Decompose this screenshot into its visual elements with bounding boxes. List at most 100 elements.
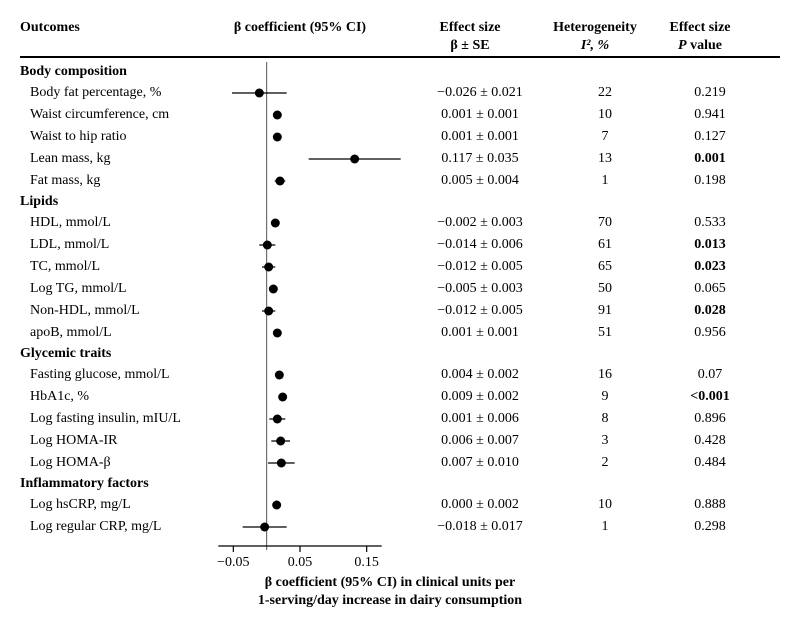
effect-size-value: 0.117 ± 0.035 [410,151,550,167]
section-title: Glycemic traits [20,344,780,364]
p-value: 0.065 [660,281,760,297]
table-row: Log hsCRP, mg/L0.000 ± 0.002100.888 [20,494,780,516]
forest-plot-cell [210,256,410,278]
forest-plot-cell [210,170,410,192]
outcome-label: Non-HDL, mmol/L [20,303,210,319]
heterogeneity-value: 61 [550,237,660,253]
table-row: TC, mmol/L −0.012 ± 0.005650.023 [20,256,780,278]
table-row: Waist to hip ratio0.001 ± 0.00170.127 [20,126,780,148]
effect-size-value: 0.006 ± 0.007 [410,433,550,449]
table-row: Lean mass, kg0.117 ± 0.035130.001 [20,148,780,170]
p-value: 0.484 [660,455,760,471]
outcome-label: HDL, mmol/L [20,215,210,231]
table-row: Non-HDL, mmol/L−0.012 ± 0.005910.028 [20,300,780,322]
table-row: LDL, mmol/L−0.014 ± 0.006610.013 [20,234,780,256]
forest-plot-cell [210,430,410,452]
effect-size-value: 0.007 ± 0.010 [410,455,550,471]
p-value: 0.198 [660,173,760,189]
p-value: 0.07 [660,367,760,383]
outcome-label: Body fat percentage, % [20,85,210,101]
outcome-label: LDL, mmol/L [20,237,210,253]
outcome-label: Fasting glucose, mmol/L [20,367,210,383]
heterogeneity-value: 13 [550,151,660,167]
table-row: Waist circumference, cm0.001 ± 0.001100.… [20,104,780,126]
heterogeneity-value: 1 [550,173,660,189]
table-row: Body fat percentage, %−0.026 ± 0.021220.… [20,82,780,104]
outcome-label: Log regular CRP, mg/L [20,519,210,535]
effect-size-value: −0.002 ± 0.003 [410,215,550,231]
table-row: HbA1c, %0.009 ± 0.0029<0.001 [20,386,780,408]
forest-plot-cell [210,322,410,344]
header-p-top: Effect size [650,20,750,36]
effect-size-value: 0.001 ± 0.001 [410,325,550,341]
x-axis-label: β coefficient (95% CI) in clinical units… [200,574,580,610]
outcome-label: Waist circumference, cm [20,107,210,123]
outcome-label: Fat mass, kg [20,173,210,189]
forest-plot-cell [210,126,410,148]
outcome-label: Log HOMA-β [20,455,210,471]
table-row: Fat mass, kg 0.005 ± 0.00410.198 [20,170,780,192]
heterogeneity-value: 70 [550,215,660,231]
heterogeneity-value: 22 [550,85,660,101]
section-title: Inflammatory factors [20,474,780,494]
forest-plot-cell [210,234,410,256]
forest-plot-cell [210,494,410,516]
header-het-top: Heterogeneity [540,20,650,36]
table-row: Log HOMA-β0.007 ± 0.01020.484 [20,452,780,474]
effect-size-value: 0.009 ± 0.002 [410,389,550,405]
forest-plot-cell [210,82,410,104]
section-title: Body composition [20,62,780,82]
table-row: Log fasting insulin, mIU/L0.001 ± 0.0068… [20,408,780,430]
table-row: apoB, mmol/L0.001 ± 0.001510.956 [20,322,780,344]
p-value: 0.013 [660,237,760,253]
forest-plot-cell [210,516,410,538]
forest-plot-table: Outcomes β coefficient (95% CI) Effect s… [20,20,780,610]
table-row: Log TG, mmol/L−0.005 ± 0.003500.065 [20,278,780,300]
header-effect-top: Effect size [400,20,540,36]
forest-plot-cell [210,278,410,300]
svg-text:−0.05: −0.05 [217,555,249,570]
effect-size-value: −0.005 ± 0.003 [410,281,550,297]
heterogeneity-value: 65 [550,259,660,275]
p-value: 0.533 [660,215,760,231]
effect-size-value: 0.005 ± 0.004 [410,173,550,189]
forest-plot-cell [210,452,410,474]
p-value: 0.428 [660,433,760,449]
outcome-label: HbA1c, % [20,389,210,405]
p-value: 0.028 [660,303,760,319]
heterogeneity-value: 91 [550,303,660,319]
forest-plot-cell [210,212,410,234]
table-row: Log regular CRP, mg/L−0.018 ± 0.01710.29… [20,516,780,538]
heterogeneity-value: 9 [550,389,660,405]
header-coef: β coefficient (95% CI) [200,20,400,36]
heterogeneity-value: 3 [550,433,660,449]
effect-size-value: −0.026 ± 0.021 [410,85,550,101]
header-subrow: β ± SE I², % P value [20,38,780,54]
header-effect-sub: β ± SE [400,38,540,54]
header-het-sub: I², % [540,38,650,54]
table-row: Log HOMA-IR0.006 ± 0.00730.428 [20,430,780,452]
x-axis: −0.05 0.05 0.15 [200,542,400,572]
outcome-label: TC, mmol/L [20,259,210,275]
p-value: 0.941 [660,107,760,123]
heterogeneity-value: 8 [550,411,660,427]
outcome-label: Log fasting insulin, mIU/L [20,411,210,427]
heterogeneity-value: 50 [550,281,660,297]
header-p-sub: P value [650,38,750,54]
header-row: Outcomes β coefficient (95% CI) Effect s… [20,20,780,36]
svg-text:0.15: 0.15 [354,555,379,570]
header-outcomes: Outcomes [20,20,200,36]
p-value: 0.956 [660,325,760,341]
p-value: 0.023 [660,259,760,275]
svg-text:0.05: 0.05 [288,555,313,570]
p-value: 0.298 [660,519,760,535]
effect-size-value: −0.012 ± 0.005 [410,259,550,275]
effect-size-value: 0.001 ± 0.001 [410,129,550,145]
forest-plot-cell [210,408,410,430]
header-rule [20,56,780,58]
outcome-label: Log hsCRP, mg/L [20,497,210,513]
outcome-label: apoB, mmol/L [20,325,210,341]
effect-size-value: 0.001 ± 0.001 [410,107,550,123]
heterogeneity-value: 7 [550,129,660,145]
forest-plot-cell [210,104,410,126]
